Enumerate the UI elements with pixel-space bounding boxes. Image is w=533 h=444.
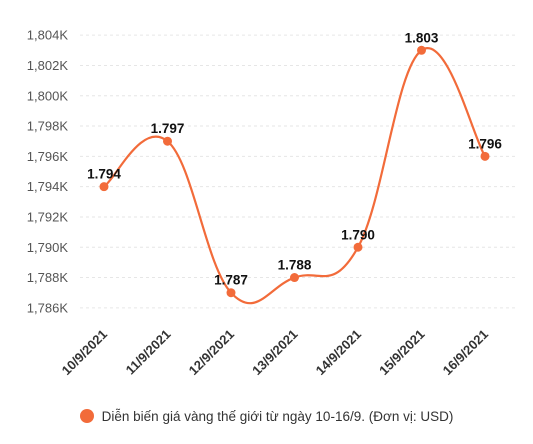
y-tick-label: 1,798K [27,119,69,134]
data-points [99,45,490,298]
x-tick-label: 13/9/2021 [249,327,301,379]
data-point [480,151,490,161]
data-point [226,288,236,298]
data-label: 1.788 [278,258,312,273]
x-tick-label: 11/9/2021 [123,327,174,378]
legend: Diễn biến giá vàng thế giới từ ngày 10-1… [0,408,533,424]
line-chart: 1,786K 1,788K 1,790K 1,792K 1,794K 1,796K 1,79… [27,28,518,379]
y-tick-label: 1,804K [27,28,69,43]
y-tick-label: 1,790K [27,240,69,255]
legend-label: Diễn biến giá vàng thế giới từ ngày 10-1… [101,408,454,424]
y-tick-label: 1,786K [27,300,69,315]
y-tick-label: 1,800K [27,88,69,103]
x-tick-label: 14/9/2021 [313,327,365,379]
data-label: 1.803 [405,30,439,45]
data-point [290,273,299,283]
x-tick-label: 12/9/2021 [186,327,238,379]
y-tick-label: 1,792K [27,209,69,224]
y-tick-label: 1,794K [27,179,69,194]
data-point [353,242,363,252]
data-labels: 1.794 1.797 1.787 1.788 1.790 1.803 1.796 [87,30,502,287]
data-point [417,45,426,55]
data-label: 1.794 [87,167,121,182]
y-tick-label: 1,788K [27,270,69,285]
legend-marker [79,409,94,424]
y-tick-label: 1,802K [27,58,69,73]
data-label: 1.796 [468,136,502,151]
x-tick-label: 10/9/2021 [59,327,111,379]
data-point [99,182,109,192]
data-label: 1.790 [341,227,375,242]
data-point [163,136,172,146]
y-tick-label: 1,796K [27,149,69,164]
data-label: 1.797 [151,121,185,136]
x-axis-ticks: 10/9/2021 11/9/2021 12/9/2021 13/9/2021 14/9… [59,327,492,379]
x-tick-label: 16/9/2021 [440,327,492,379]
x-tick-label: 15/9/2021 [376,327,428,379]
data-label: 1.787 [214,273,248,288]
y-axis-ticks: 1,786K 1,788K 1,790K 1,792K 1,794K 1,796K 1,79… [27,28,69,316]
